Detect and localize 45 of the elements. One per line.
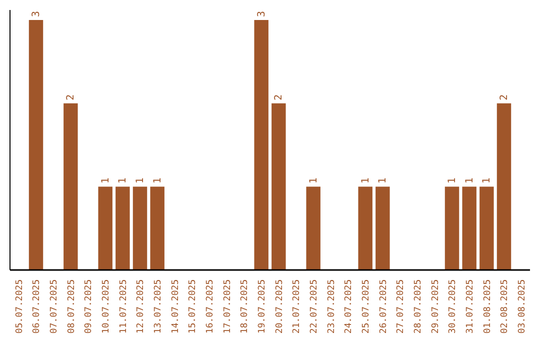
data-label: 1 (152, 178, 164, 184)
x-tick-label: 22.07.2025 (309, 279, 320, 334)
data-label: 1 (135, 178, 146, 184)
x-tick-label: 24.07.2025 (344, 279, 354, 334)
x-tick-label: 29.07.2025 (430, 279, 441, 334)
x-tick-label: 31.07.2025 (465, 279, 476, 334)
x-tick-label: 23.07.2025 (326, 279, 337, 334)
x-tick-label: 14.07.2025 (170, 279, 181, 334)
x-tick-label: 26.07.2025 (378, 279, 389, 334)
x-tick-label: 19.07.2025 (257, 279, 268, 334)
x-tick-label: 09.07.2025 (84, 279, 94, 334)
x-tick-label: 03.08.2025 (517, 279, 528, 334)
x-tick-label: 28.07.2025 (413, 279, 424, 334)
x-tick-label: 11.07.2025 (118, 279, 129, 334)
data-label: 1 (118, 178, 129, 184)
x-tick-label: 15.07.2025 (188, 279, 198, 334)
data-label: 2 (66, 94, 77, 100)
x-tick-label: 02.08.2025 (500, 279, 510, 334)
x-tick-label: 16.07.2025 (205, 279, 216, 334)
x-tick-label: 01.08.2025 (482, 279, 493, 334)
data-label: 2 (499, 94, 510, 100)
data-label: 3 (31, 10, 42, 17)
x-tick-label: 18.07.2025 (240, 279, 250, 334)
x-tick-label: 12.07.2025 (136, 279, 146, 334)
x-tick-label: 30.07.2025 (448, 279, 458, 334)
data-label: 1 (447, 178, 458, 184)
x-tick-label: 10.07.2025 (101, 279, 112, 334)
x-tick-label: 21.07.2025 (292, 279, 302, 334)
x-tick-label: 05.07.2025 (14, 279, 25, 334)
x-tick-label: 13.07.2025 (153, 279, 164, 334)
x-tick-label: 08.07.2025 (66, 279, 77, 334)
data-label: 1 (360, 178, 372, 184)
x-tick-label: 07.07.2025 (49, 279, 60, 334)
data-label: 1 (308, 178, 320, 184)
x-tick-label: 20.07.2025 (274, 279, 285, 334)
data-label: 2 (274, 94, 285, 100)
data-label: 1 (378, 178, 389, 184)
x-tick-label: 27.07.2025 (396, 279, 406, 334)
data-label: 1 (464, 178, 476, 184)
data-label: 1 (100, 178, 112, 184)
data-label: 3 (256, 10, 268, 17)
data-label: 1 (482, 178, 493, 184)
x-tick-label: 25.07.2025 (361, 279, 372, 334)
x-tick-label: 06.07.2025 (32, 279, 42, 334)
x-tick-label: 17.07.2025 (222, 279, 233, 334)
